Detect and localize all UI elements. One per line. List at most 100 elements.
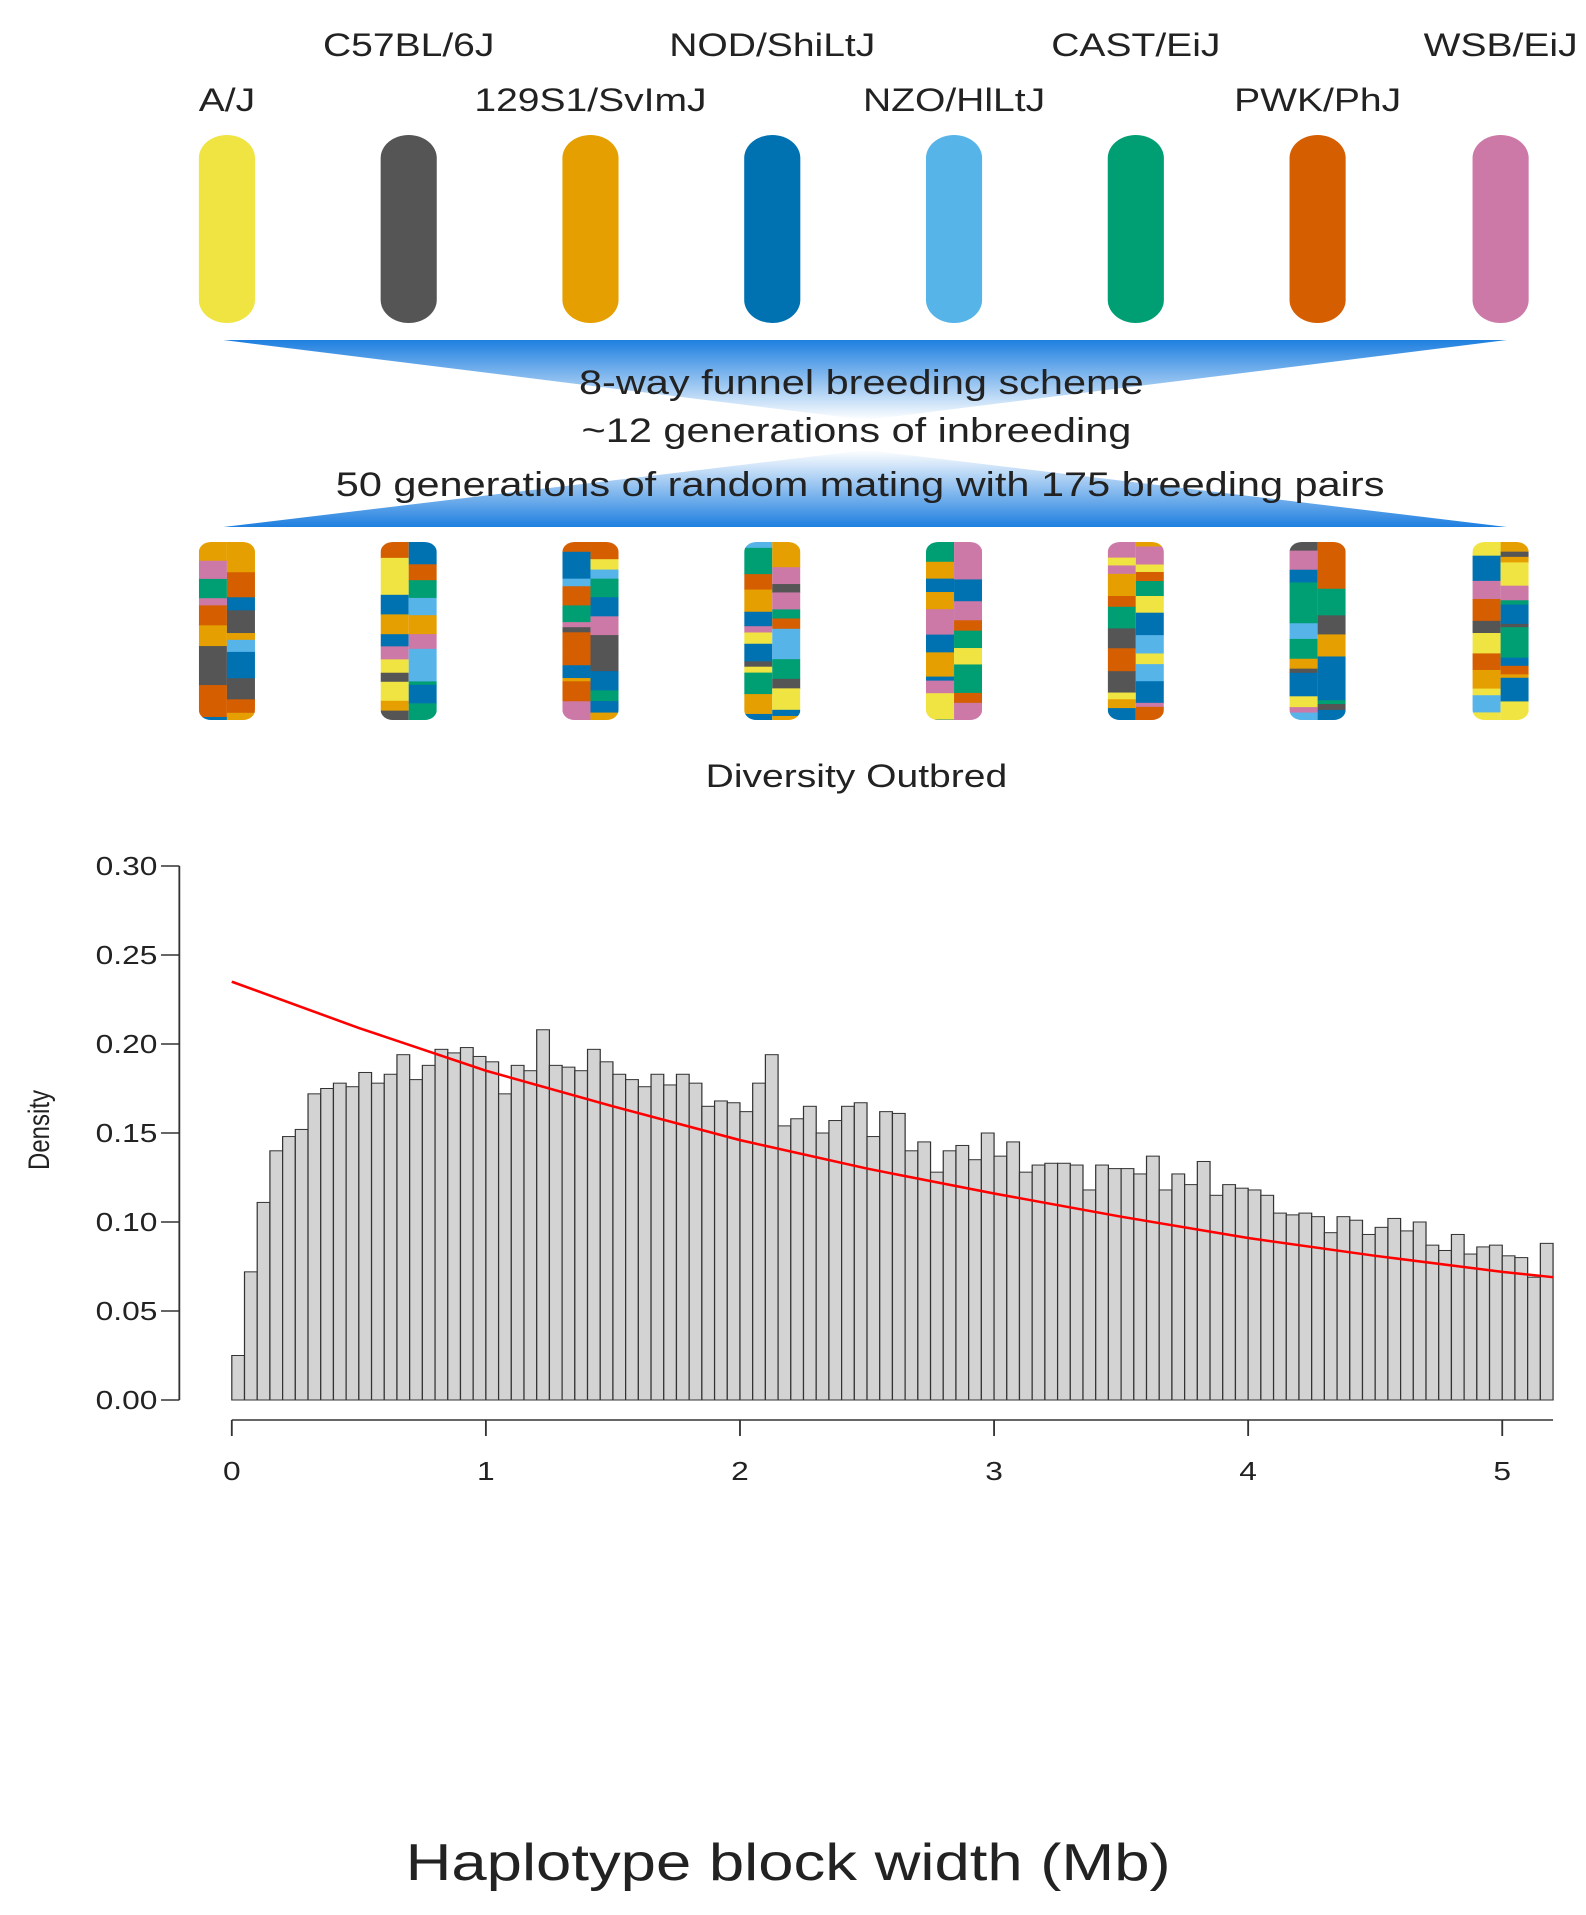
strain-label: NOD/ShiLtJ (669, 27, 875, 63)
bar (511, 1065, 524, 1400)
do-chromosome (199, 542, 255, 736)
haplotype-segment (227, 610, 255, 633)
haplotype-segment (954, 693, 982, 703)
haplotype-segment (1473, 653, 1501, 657)
haplotype-segment (227, 633, 255, 640)
bar (1413, 1222, 1426, 1400)
y-tick-label: 0.05 (96, 1298, 158, 1327)
founder-chromosome (1473, 135, 1529, 323)
bar (346, 1087, 359, 1400)
haplotype-segment (1136, 542, 1164, 547)
bar (257, 1202, 270, 1400)
haplotype-segment (199, 668, 227, 685)
haplotype-segment (227, 542, 255, 563)
haplotype-segment (926, 579, 954, 593)
haplotype-segment (227, 652, 255, 679)
haplotype-segment (772, 542, 800, 568)
haplotype-segment (409, 598, 437, 602)
bar (740, 1112, 753, 1400)
haplotype-segment (1473, 712, 1501, 731)
haplotype-segment (409, 542, 437, 565)
haplotype-segment (926, 677, 954, 682)
haplotype-segment (409, 580, 437, 598)
haplotype-segment (772, 584, 800, 593)
bar (1464, 1254, 1477, 1400)
haplotype-segment (954, 631, 982, 649)
haplotype-segment (1108, 607, 1136, 629)
haplotype-segment (1318, 704, 1346, 710)
bar (1502, 1256, 1515, 1400)
haplotype-segment (772, 618, 800, 629)
bar (1070, 1165, 1083, 1400)
haplotype-segment (199, 579, 227, 599)
haplotype-segment (1318, 615, 1346, 635)
haplotype-segment (772, 639, 800, 660)
bar (435, 1049, 448, 1400)
haplotype-segment (1108, 693, 1136, 700)
bar (943, 1151, 956, 1400)
bar (778, 1126, 791, 1400)
bar (1362, 1234, 1375, 1400)
x-axis-label: Haplotype block width (Mb) (406, 1833, 1171, 1891)
bar (1045, 1163, 1058, 1400)
haplotype-segment (744, 548, 772, 575)
haplotype-segment (590, 597, 618, 617)
haplotype-segment (954, 648, 982, 665)
haplotype-segment (744, 574, 772, 590)
bar (1147, 1156, 1160, 1400)
do-chromosome (381, 542, 437, 726)
haplotype-segment (954, 689, 982, 693)
haplotype-segment (562, 627, 590, 633)
bar (1261, 1195, 1274, 1400)
bar (753, 1083, 766, 1400)
bar (702, 1106, 715, 1400)
haplotype-segment (1473, 633, 1501, 654)
bar (1007, 1142, 1020, 1400)
haplotype-segment (381, 558, 409, 578)
bar (524, 1071, 537, 1400)
bar (1299, 1213, 1312, 1400)
haplotype-segment (227, 572, 255, 598)
haplotype-segment (772, 679, 800, 689)
haplotype-segment (199, 561, 227, 580)
bar (892, 1113, 905, 1400)
haplotype-segment (199, 542, 227, 561)
haplotype-segment (199, 625, 227, 646)
bar (1083, 1190, 1096, 1400)
haplotype-segment (562, 678, 590, 682)
bar (1134, 1174, 1147, 1400)
haplotype-segment (381, 646, 409, 660)
haplotype-segment (926, 693, 954, 720)
haplotype-segment (409, 685, 437, 704)
founder-chromosome (381, 135, 437, 323)
haplotype-segment (1108, 542, 1136, 558)
bar (905, 1151, 918, 1400)
haplotype-segment (1108, 628, 1136, 648)
haplotype-segment (409, 634, 437, 649)
haplotype-segment (381, 634, 409, 647)
haplotype-segment (926, 720, 954, 733)
x-tick-label: 0 (223, 1458, 241, 1487)
bar (1490, 1245, 1503, 1400)
haplotype-segment (1501, 600, 1529, 605)
haplotype-segment (562, 632, 590, 646)
haplotype-segment (199, 685, 227, 694)
bar (715, 1101, 728, 1400)
haplotype-segment (954, 559, 982, 580)
haplotype-segment (926, 592, 954, 610)
bar (486, 1062, 499, 1400)
haplotype-segment (1318, 700, 1346, 704)
founder-chromosome (1108, 135, 1164, 323)
haplotype-segment (744, 673, 772, 695)
haplotype-segment (744, 632, 772, 644)
bar (842, 1106, 855, 1400)
haplotype-segment (1473, 670, 1501, 689)
haplotype-segment (227, 699, 255, 713)
haplotype-segment (1318, 656, 1346, 676)
haplotype-segment (1473, 621, 1501, 634)
bar (1159, 1190, 1172, 1400)
haplotype-segment (562, 605, 590, 622)
haplotype-segment (1501, 688, 1529, 702)
haplotype-segment (1136, 703, 1164, 708)
haplotype-segment (1136, 653, 1164, 664)
